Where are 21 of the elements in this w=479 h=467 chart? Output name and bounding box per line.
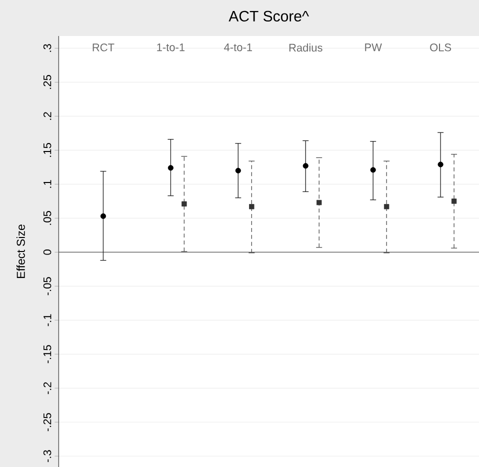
x-tick-label: 4-to-1 [224, 44, 252, 52]
x-tick-label: PW [365, 44, 382, 52]
y-tick-label: .25 [43, 75, 52, 89]
y-axis-title: Effect Size [16, 224, 25, 278]
y-tick-label: .15 [44, 143, 52, 157]
y-tick-label: .05 [43, 211, 52, 225]
y-tick-label: -.15 [44, 345, 52, 364]
y-tick-label: -.2 [43, 382, 52, 394]
y-tick-label: .3 [43, 44, 52, 52]
y-tick-label: -.25 [43, 413, 52, 432]
x-tick-label: RCT [92, 44, 114, 52]
x-tick-label: OLS [430, 44, 452, 52]
y-tick-label: -.05 [43, 277, 52, 296]
y-tick-label: -.1 [44, 314, 52, 326]
y-tick-label: -.3 [43, 450, 52, 462]
x-tick-label: 1-to-1 [157, 44, 185, 52]
y-tick-label: .1 [44, 180, 52, 188]
y-tick-label: .2 [43, 112, 52, 120]
chart-title: ACT Score^ [228, 10, 309, 22]
y-tick-label: 0 [43, 250, 52, 255]
x-tick-label: Radius [289, 44, 322, 52]
